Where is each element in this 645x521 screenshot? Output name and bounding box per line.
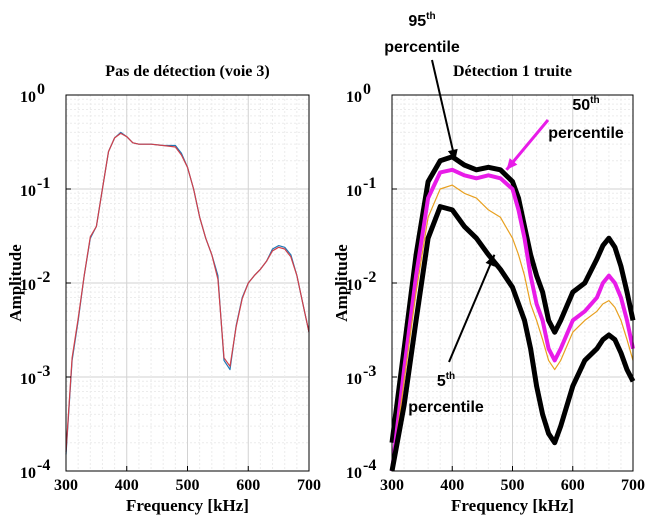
x-tick-label: 500	[501, 477, 525, 494]
annotation-label: 95th	[408, 11, 435, 30]
annotation-0: 95th percentile	[384, 11, 460, 161]
y-tick-exponent: 0	[37, 81, 45, 98]
x-tick-label: 700	[297, 477, 321, 494]
y-tick-label: 10	[346, 465, 362, 482]
y-tick-label: 10	[20, 89, 36, 106]
y-tick-exponent: -2	[37, 269, 50, 286]
annotation-label-line2: percentile	[548, 125, 624, 142]
y-tick-exponent: -3	[37, 363, 50, 380]
y-tick-label: 10	[346, 183, 362, 200]
series-line-3	[389, 204, 636, 472]
chart-title: Pas de détection (voie 3)	[105, 63, 269, 80]
y-axis-label: Amplitude	[332, 244, 351, 322]
y-tick-exponent: -1	[37, 175, 50, 192]
annotation-arrowhead	[447, 148, 458, 161]
x-tick-label: 600	[236, 477, 260, 494]
x-tick-label: 500	[176, 477, 200, 494]
y-tick-exponent: -1	[363, 175, 376, 192]
annotation-label-line2: percentile	[408, 399, 484, 416]
x-tick-label: 600	[561, 477, 585, 494]
x-tick-label: 400	[440, 477, 464, 494]
y-tick-label: 10	[20, 277, 36, 294]
x-tick-label: 700	[621, 477, 645, 494]
annotation-arrowhead	[506, 158, 518, 170]
y-tick-label: 10	[346, 277, 362, 294]
chart-title: Détection 1 truite	[453, 63, 572, 80]
annotation-label: 50th	[572, 95, 599, 114]
series-line-0	[389, 154, 636, 444]
annotation-1: 50th percentile	[505, 95, 624, 171]
annotation-arrow	[448, 254, 496, 363]
y-tick-exponent: -4	[363, 457, 376, 474]
y-tick-label: 10	[20, 465, 36, 482]
y-tick-label: 10	[346, 371, 362, 388]
annotation-arrow	[431, 59, 457, 161]
annotation-arrowhead	[485, 254, 495, 267]
x-tick-label: 400	[115, 477, 139, 494]
y-tick-label: 10	[20, 183, 36, 200]
x-axis-label: Frequency [kHz]	[126, 496, 249, 515]
y-tick-exponent: 0	[363, 81, 371, 98]
y-tick-label: 10	[346, 89, 362, 106]
annotation-label: 5th	[437, 371, 455, 390]
x-tick-label: 300	[54, 477, 78, 494]
y-axis-label: Amplitude	[6, 244, 25, 322]
annotation-label-line2: percentile	[384, 39, 460, 56]
annotation-2: 5th percentile	[408, 254, 496, 416]
x-axis-label: Frequency [kHz]	[451, 496, 574, 515]
y-tick-exponent: -3	[363, 363, 376, 380]
x-tick-label: 300	[380, 477, 404, 494]
series-line-1	[390, 167, 635, 472]
y-tick-exponent: -4	[37, 457, 50, 474]
y-tick-label: 10	[20, 371, 36, 388]
series-line-2	[391, 184, 634, 472]
series-line-1	[65, 132, 310, 452]
y-tick-exponent: -2	[363, 269, 376, 286]
